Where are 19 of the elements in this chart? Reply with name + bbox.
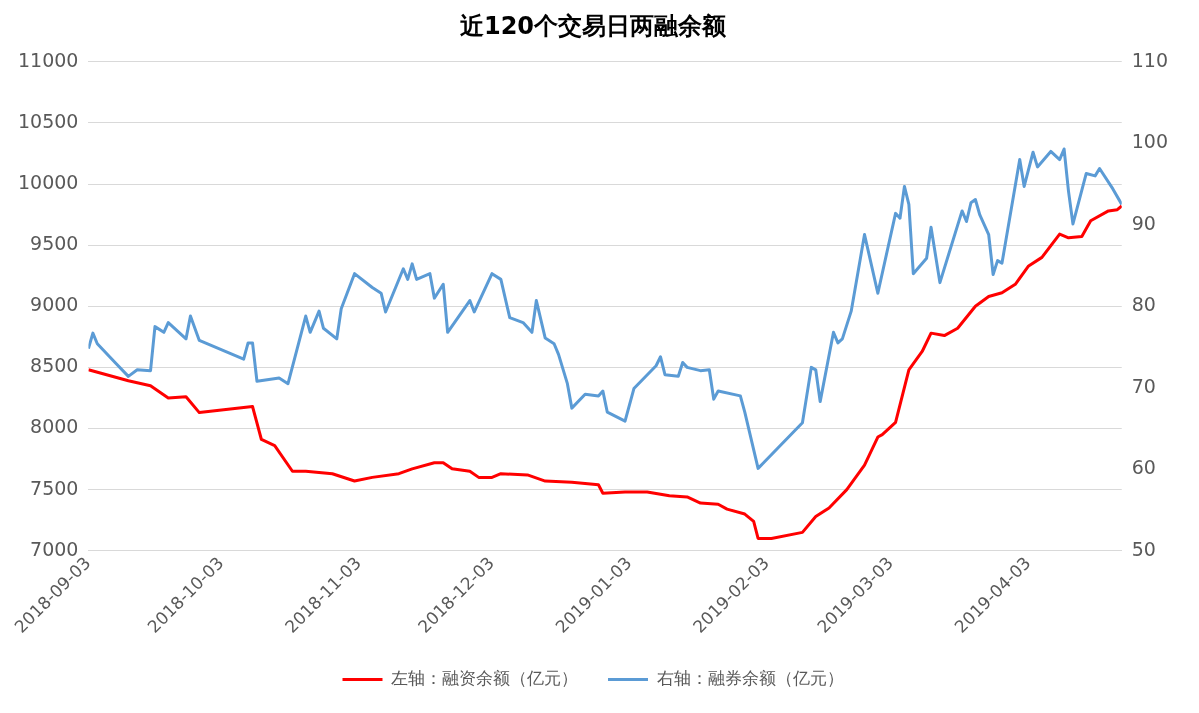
y-tick-label: 8000 — [30, 415, 79, 438]
y-tick-label: 9500 — [30, 232, 79, 255]
y-tick-label: 7500 — [30, 476, 79, 499]
legend-label: 左轴：融资余额（亿元） — [391, 667, 578, 688]
y-tick-label: 10000 — [17, 170, 79, 193]
y2-tick-label: 70 — [1131, 374, 1156, 397]
y2-tick-label: 60 — [1131, 456, 1156, 479]
y2-tick-label: 90 — [1131, 211, 1156, 234]
y-tick-label: 11000 — [17, 48, 79, 71]
y-tick-label: 9000 — [30, 293, 79, 316]
y2-tick-label: 50 — [1131, 537, 1156, 560]
y-tick-label: 10500 — [17, 109, 79, 132]
y2-tick-label: 100 — [1131, 130, 1168, 153]
y2-tick-label: 110 — [1131, 48, 1168, 71]
y-tick-label: 8500 — [30, 354, 79, 377]
y-tick-label: 7000 — [30, 537, 79, 560]
legend-label: 右轴：融券余额（亿元） — [656, 667, 844, 688]
y2-tick-label: 80 — [1131, 293, 1156, 316]
chart-title: 近120个交易日两融余额 — [459, 11, 728, 40]
